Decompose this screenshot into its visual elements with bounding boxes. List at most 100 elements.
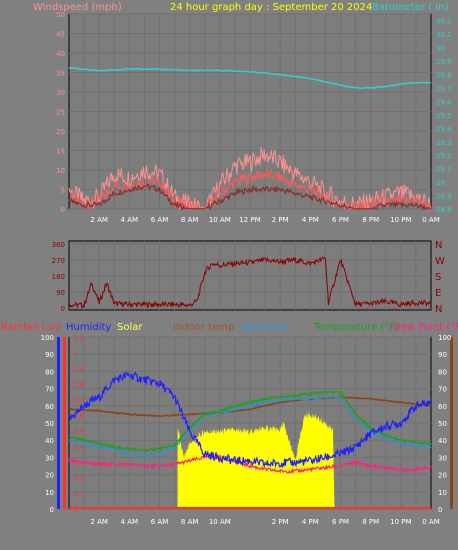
wind-tick-label: 0 xyxy=(61,206,65,214)
hour-label: 10 PM xyxy=(390,216,411,224)
humidity-tick-label: 90 xyxy=(45,351,54,359)
hour-label: 2 PM xyxy=(272,518,289,526)
rainfall-tick-label: 1.1 xyxy=(73,334,84,342)
axis-labels: 0510152025303540455028.828.92929.129.229… xyxy=(41,11,453,526)
hour-label: 2 AM xyxy=(90,216,108,224)
wind-tick-label: 25 xyxy=(56,109,65,117)
hour-label: 8 AM xyxy=(181,518,199,526)
legend-solar: Solar xyxy=(117,322,143,333)
compass-label: N xyxy=(435,304,442,315)
indoor-axis-bar xyxy=(450,337,453,509)
hour-label: 8 PM xyxy=(362,518,379,526)
rainfall-tick-label: 0.3 xyxy=(73,459,84,467)
windspeed-line xyxy=(68,168,432,211)
humidity-line xyxy=(68,371,432,469)
legend-windchill: Windchill xyxy=(242,322,287,333)
rainfall-axis-bar xyxy=(63,337,66,509)
hour-label: 6 PM xyxy=(332,518,349,526)
hour-label: 2 AM xyxy=(90,518,108,526)
hour-label: 12 PM xyxy=(239,216,260,224)
hour-label: 0 AM xyxy=(422,518,440,526)
legend-indoor-temp: Indoor temp xyxy=(173,322,234,333)
temperature-tick-label: 30 xyxy=(438,454,447,462)
temperature-tick-label: 0 xyxy=(438,506,442,514)
wind-tick-label: 20 xyxy=(56,128,65,136)
barometer-axis-title: Barometer (.in) xyxy=(372,2,448,13)
legend: Rainfall (.in) Humidity Solar Indoor tem… xyxy=(1,322,458,333)
barometer-tick-label: 29.2 xyxy=(436,152,452,160)
compass-label: N xyxy=(435,240,442,251)
wind-tick-label: 50 xyxy=(56,11,65,19)
barometer-tick-label: 29.5 xyxy=(436,112,452,120)
hour-label: 10 AM xyxy=(209,518,231,526)
temperature-tick-label: 80 xyxy=(438,368,447,376)
wind-tick-label: 40 xyxy=(56,50,65,58)
legend-humidity: Humidity xyxy=(66,322,111,333)
rainfall-tick-label: 0.1 xyxy=(73,490,84,498)
barometer-tick-label: 29.7 xyxy=(436,85,452,93)
direction-tick-label: 270 xyxy=(52,257,65,265)
temperature-tick-label: 100 xyxy=(438,334,451,342)
rainfall-tick-label: 1 xyxy=(73,350,77,358)
legend-temperature: Temperature (°F) xyxy=(313,322,399,333)
hour-label: 4 AM xyxy=(121,518,139,526)
chart-series xyxy=(68,67,432,509)
legend-rainfall: Rainfall (.in) xyxy=(1,322,62,333)
barometer-tick-label: 30 xyxy=(436,45,445,53)
windspeed-axis-title: Windspeed (mph) xyxy=(33,2,122,13)
hour-label: 8 AM xyxy=(181,216,199,224)
rainfall-tick-label: 0.6 xyxy=(73,412,85,420)
hour-label: 8 PM xyxy=(362,216,379,224)
direction-tick-label: 180 xyxy=(52,273,65,281)
wind-tick-label: 30 xyxy=(56,89,65,97)
humidity-tick-label: 60 xyxy=(45,403,54,411)
hour-label: 6 PM xyxy=(332,216,349,224)
temperature-tick-label: 60 xyxy=(438,403,447,411)
windavg-line xyxy=(68,182,432,211)
humidity-tick-label: 80 xyxy=(45,368,54,376)
barometer-tick-label: 28.9 xyxy=(436,193,452,201)
rainfall-tick-label: 0.2 xyxy=(73,475,84,483)
barometer-tick-label: 29.4 xyxy=(436,125,452,133)
barometer-line xyxy=(68,67,432,90)
temperature-tick-label: 90 xyxy=(438,351,447,359)
direction-tick-label: 90 xyxy=(56,289,65,297)
temperature-tick-label: 20 xyxy=(438,472,447,480)
rainfall-tick-label: 0.8 xyxy=(73,381,84,389)
compass-label: S xyxy=(435,272,441,283)
direction-line xyxy=(68,256,432,309)
direction-tick-label: 0 xyxy=(61,305,65,313)
barometer-tick-label: 29 xyxy=(436,179,445,187)
hour-label: 0 AM xyxy=(422,216,440,224)
hour-label: 4 PM xyxy=(302,518,319,526)
humidity-tick-label: 70 xyxy=(45,386,54,394)
wind-tick-label: 5 xyxy=(61,187,65,195)
direction-tick-label: 360 xyxy=(52,241,65,249)
temperature-tick-label: 10 xyxy=(438,489,447,497)
compass-label: E xyxy=(435,288,441,299)
temperature-tick-label: 70 xyxy=(438,386,447,394)
humidity-tick-label: 10 xyxy=(45,489,54,497)
legend-dew-point: Dew Point (°F) xyxy=(393,322,458,333)
humidity-axis-bar xyxy=(57,337,60,509)
temperature-tick-label: 50 xyxy=(438,420,447,428)
barometer-tick-label: 29.6 xyxy=(436,98,452,106)
rainfall-tick-label: 0.5 xyxy=(73,428,84,436)
barometer-tick-label: 29.8 xyxy=(436,72,452,80)
indoor-temp-line xyxy=(68,396,432,418)
rainfall-tick-label: 0.9 xyxy=(73,365,84,373)
rainfall-tick-label: 0.7 xyxy=(73,397,84,405)
barometer-tick-label: 29.3 xyxy=(436,139,452,147)
humidity-tick-label: 50 xyxy=(45,420,54,428)
hour-label: 4 AM xyxy=(121,216,139,224)
barometer-tick-label: 28.8 xyxy=(436,206,452,214)
compass-label: W xyxy=(435,256,445,267)
rainfall-tick-label: 0.4 xyxy=(73,443,85,451)
hour-label: 6 AM xyxy=(151,216,169,224)
chart-title: 24 hour graph day : September 20 2024 xyxy=(170,2,372,13)
barometer-tick-label: 29.1 xyxy=(436,166,452,174)
grid-lines xyxy=(57,13,453,510)
humidity-tick-label: 40 xyxy=(45,437,54,445)
rainfall-tick-label: 0 xyxy=(73,506,77,514)
